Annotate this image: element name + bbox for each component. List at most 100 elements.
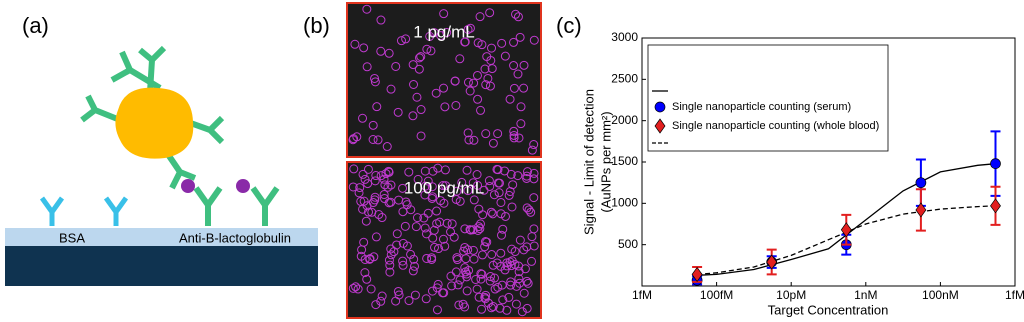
- antibody-label: Anti-B-lactoglobulin: [179, 230, 291, 245]
- particle: [509, 61, 519, 71]
- particle: [419, 213, 429, 223]
- particle: [359, 237, 369, 247]
- particle: [464, 135, 474, 145]
- particle: [500, 265, 510, 275]
- particle: [453, 280, 463, 290]
- particle: [486, 207, 496, 217]
- x-tick-label: 100fM: [700, 288, 733, 302]
- particle: [416, 52, 426, 62]
- particle: [488, 138, 498, 148]
- particle: [404, 167, 414, 177]
- y-tick-label: 2000: [611, 113, 638, 127]
- particle: [422, 253, 432, 263]
- bsa-icons: [39, 196, 129, 226]
- particle: [483, 73, 493, 83]
- y-tick-label: 3000: [611, 30, 638, 44]
- particle: [442, 28, 452, 38]
- particle: [469, 78, 479, 88]
- particle: [367, 207, 377, 217]
- particle: [393, 286, 403, 296]
- particle: [447, 219, 457, 229]
- particle: [420, 181, 430, 191]
- particle: [478, 210, 488, 220]
- particle: [446, 271, 456, 281]
- particle: [438, 234, 448, 244]
- y-axis-label: (AuNPs per mm²): [598, 111, 613, 212]
- particle: [481, 290, 491, 300]
- particle: [477, 250, 487, 260]
- particle: [484, 176, 494, 186]
- particle: [366, 284, 376, 294]
- particle: [519, 245, 529, 255]
- particle: [529, 168, 539, 178]
- particle: [516, 119, 526, 129]
- particle: [350, 39, 360, 49]
- particle: [431, 88, 441, 98]
- data-point: [990, 158, 1001, 170]
- particle: [468, 245, 478, 255]
- particle: [441, 181, 451, 191]
- particle: [504, 292, 514, 302]
- particle: [487, 250, 497, 260]
- particle: [454, 300, 464, 310]
- particle: [488, 302, 498, 312]
- particle: [372, 102, 382, 112]
- particle: [463, 245, 473, 255]
- particle: [398, 238, 408, 248]
- particle: [473, 94, 483, 104]
- particle: [496, 197, 506, 207]
- particle: [515, 278, 525, 288]
- particle: [434, 244, 444, 254]
- particle: [463, 77, 473, 87]
- particle: [509, 133, 519, 143]
- particle: [477, 269, 487, 279]
- x-tick-label: 1fM: [632, 288, 652, 302]
- particle: [511, 299, 521, 309]
- particle: [474, 292, 484, 302]
- particle: [474, 222, 484, 232]
- particle: [429, 225, 439, 235]
- particle: [386, 250, 396, 260]
- particle: [451, 100, 461, 110]
- particle: [384, 255, 394, 265]
- particle: [479, 185, 489, 195]
- particle: [371, 232, 381, 242]
- particle: [481, 80, 491, 90]
- particle: [462, 269, 472, 279]
- particle: [495, 303, 505, 313]
- particle: [408, 60, 418, 70]
- particle: [500, 211, 510, 221]
- particle: [462, 286, 472, 296]
- particle: [465, 23, 475, 33]
- particle: [376, 296, 386, 306]
- particle: [498, 295, 508, 305]
- particle: [432, 283, 442, 293]
- particle: [509, 37, 519, 47]
- particle: [497, 38, 507, 48]
- particle: [513, 12, 523, 22]
- particle: [377, 291, 387, 301]
- particle: [529, 35, 539, 45]
- particle: [496, 248, 506, 258]
- particle: [509, 126, 519, 136]
- particle: [370, 176, 380, 186]
- particle: [475, 12, 485, 22]
- particle: [394, 290, 404, 300]
- particle: [362, 4, 372, 14]
- particle: [487, 43, 497, 53]
- particle: [494, 178, 504, 188]
- particle: [482, 237, 492, 247]
- particle: [362, 62, 372, 72]
- particle: [358, 113, 368, 123]
- particle: [392, 229, 402, 239]
- particle: [461, 267, 471, 277]
- particle: [472, 170, 482, 180]
- particle: [502, 305, 512, 315]
- particle: [386, 84, 396, 94]
- particle: [433, 163, 443, 173]
- particle: [400, 221, 410, 231]
- particle: [440, 102, 450, 112]
- particle: [360, 174, 370, 184]
- particle: [523, 278, 533, 288]
- particle: [493, 129, 503, 139]
